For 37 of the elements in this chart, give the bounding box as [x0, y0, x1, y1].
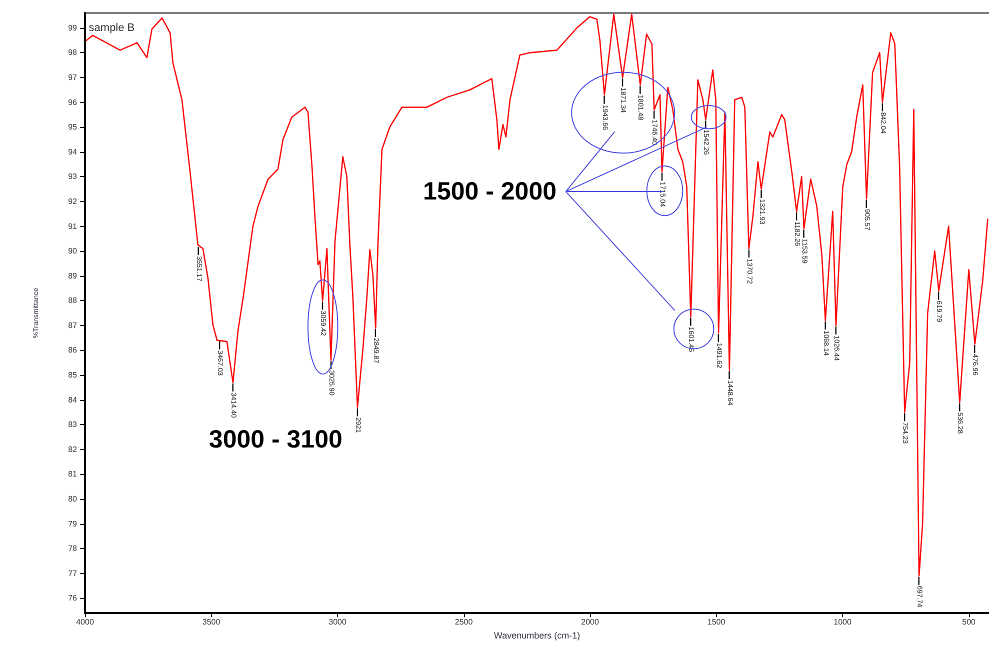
y-tick-label: 78 [68, 544, 78, 554]
y-tick-label: 77 [68, 568, 78, 578]
x-tick-label: 4000 [76, 618, 94, 627]
x-tick-label: 500 [962, 618, 976, 627]
y-tick-label: 94 [68, 147, 78, 156]
y-tick-label: 76 [68, 594, 78, 603]
y-tick-label: 79 [68, 519, 78, 528]
y-tick-label: 97 [68, 72, 78, 82]
x-tick-label: 3500 [202, 618, 221, 627]
y-tick-label: 96 [68, 98, 78, 107]
y-tick-label: 83 [68, 420, 78, 430]
x-axis-title: Wavenumbers (cm-1) [494, 630, 580, 640]
y-tick-label: 85 [68, 370, 78, 380]
x-tick-label: 2500 [454, 618, 474, 627]
x-tick-label: 1000 [834, 618, 852, 627]
y-tick-label: 89 [68, 271, 78, 280]
y-tick-label: 98 [68, 48, 78, 58]
y-tick-label: 95 [68, 122, 78, 132]
x-tick-label: 3000 [328, 618, 347, 627]
annotation: 1500 - 2000 [423, 178, 557, 206]
y-tick-label: 80 [68, 494, 78, 504]
y-tick-label: 92 [68, 196, 78, 206]
y-tick-label: 88 [68, 296, 78, 306]
y-tick-label: 84 [68, 395, 78, 404]
y-tick-label: 86 [68, 346, 78, 355]
y-tick-label: 87 [68, 320, 78, 330]
annotation: 3000 - 3100 [208, 426, 342, 454]
y-tick-label: 99 [68, 23, 78, 32]
line-series [85, 14, 988, 577]
x-tick-label: 1500 [707, 618, 726, 627]
y-tick-label: 81 [68, 470, 78, 479]
y-tick-label: 93 [68, 172, 78, 182]
y-tick-label: 82 [68, 444, 78, 454]
y-tick-label: 90 [68, 246, 78, 256]
x-tick-label: 2000 [581, 618, 600, 627]
y-tick-label: 91 [68, 222, 78, 231]
annotation: sample B [88, 22, 135, 34]
